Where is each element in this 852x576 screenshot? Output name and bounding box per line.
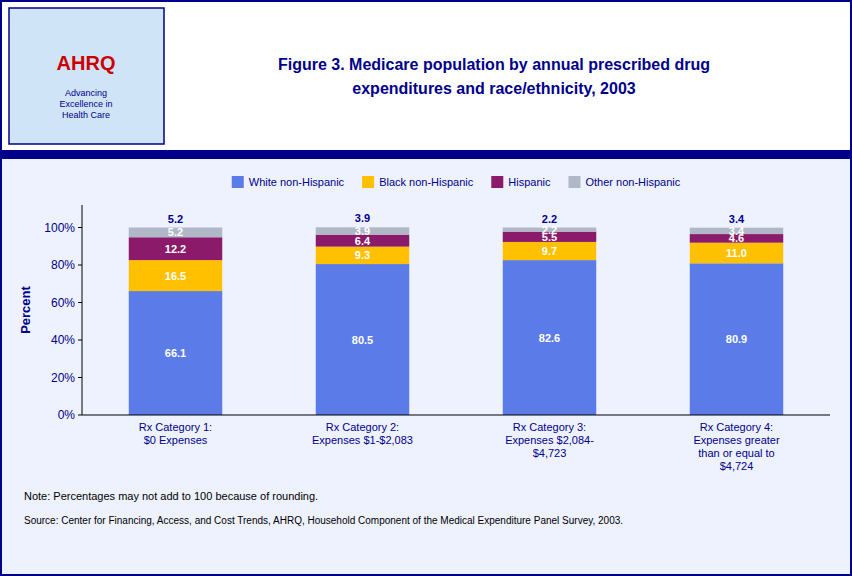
top-label: 3.4 [729,213,745,225]
text-line: Advancing [65,88,107,98]
data-label: 3.9 [355,225,370,237]
data-label: 80.5 [352,334,373,346]
data-label: 82.6 [539,332,560,344]
x-axis [82,415,830,416]
text-line: Rx Category 2: [326,421,399,433]
y-tick [78,415,82,416]
legend-item: Other non-Hispanic [568,176,680,188]
legend: White non-Hispanic Black non-Hispanic Hisp… [232,176,681,188]
x-tick-label: Rx Category 4:Expenses greaterthan or eq… [693,421,780,472]
data-label: 80.9 [726,333,747,345]
background [0,0,852,576]
legend-swatch [491,176,503,188]
top-label: 5.2 [168,213,183,225]
text-line: $0 Expenses [144,434,208,446]
chart: AHRQ AdvancingExcellence inHealth Care Fig… [0,0,852,576]
bar-segment [129,260,223,291]
bar-segment [316,264,410,415]
top-label: 3.9 [355,212,370,224]
y-tick [78,302,82,303]
data-label: 11.0 [726,247,747,259]
top-label: 2.2 [542,213,557,225]
bar-segment [690,243,784,264]
y-tick-label: 100% [44,221,75,235]
note: Note: Percentages may not add to 100 bec… [24,490,318,502]
text-line: Expenses greater [693,434,780,446]
data-label: 9.3 [355,249,370,261]
legend-swatch [362,176,374,188]
y-tick-label: 20% [51,371,75,385]
border [1,1,851,575]
text-line: Figure 3. Medicare population by annual … [278,56,710,73]
data-label: 2.2 [542,224,557,236]
y-tick-label: 40% [51,333,75,347]
data-label: 3.4 [729,225,745,237]
bar-segment [129,237,223,260]
text-line: Note: Percentages may not add to 100 bec… [24,490,318,502]
text-line: Source: Center for Financing, Access, an… [24,515,623,526]
logo-box [9,8,164,144]
y-tick [78,265,82,266]
legend-swatch [568,176,580,188]
text-line: Excellence in [59,99,112,109]
text-line: Rx Category 3: [513,421,586,433]
data-label: 16.5 [165,270,186,282]
bar-segment [503,242,597,260]
y-tick [78,377,82,378]
legend-label: Other non-Hispanic [585,176,680,188]
text-line: expenditures and race/ethnicity, 2003 [352,80,635,97]
data-label: 12.2 [165,243,186,255]
x-tick-label: Rx Category 2:Expenses $1-$2,083 [312,421,413,446]
text-line: Rx Category 4: [700,421,773,433]
y-tick [78,340,82,341]
legend-swatch [232,176,244,188]
source: Source: Center for Financing, Access, an… [24,515,623,526]
text-line: $4,724 [720,460,754,472]
data-label: 5.2 [168,226,183,238]
text-line: Expenses $1-$2,083 [312,434,413,446]
legend-label: White non-Hispanic [249,176,345,188]
y-tick [78,227,82,228]
bars [129,227,784,415]
header [0,0,852,150]
text-line: Expenses $2,084- [505,434,594,446]
legend-label: Black non-Hispanic [379,176,474,188]
text-line: Rx Category 1: [139,421,212,433]
y-axis [82,205,83,415]
logo-subtext: AdvancingExcellence inHealth Care [59,88,112,120]
text-line: than or equal to [698,447,774,459]
bar-segment [690,263,784,415]
legend-item: Black non-Hispanic [362,176,474,188]
title: Figure 3. Medicare population by annual … [278,56,710,97]
legend-item: Hispanic [491,176,551,188]
text-line: $4,723 [533,447,567,459]
y-axis-label: Percent [18,285,33,333]
y-tick-label: 80% [51,258,75,272]
data-label: 9.7 [542,245,557,257]
text-line: AHRQ [57,52,116,74]
x-tick-label: Rx Category 1:$0 Expenses [139,421,212,446]
data-label: 66.1 [165,347,186,359]
logo-text: AHRQ [57,52,116,74]
header-bar [0,150,852,159]
text-line: Health Care [62,110,110,120]
y-tick-label: 0% [58,408,76,422]
x-tick-label: Rx Category 3:Expenses $2,084-$4,723 [505,421,594,459]
bar-segment [316,247,410,264]
bar-segment [503,260,597,415]
y-tick-label: 60% [51,296,75,310]
legend-item: White non-Hispanic [232,176,345,188]
legend-label: Hispanic [508,176,551,188]
bar-segment [129,291,223,415]
